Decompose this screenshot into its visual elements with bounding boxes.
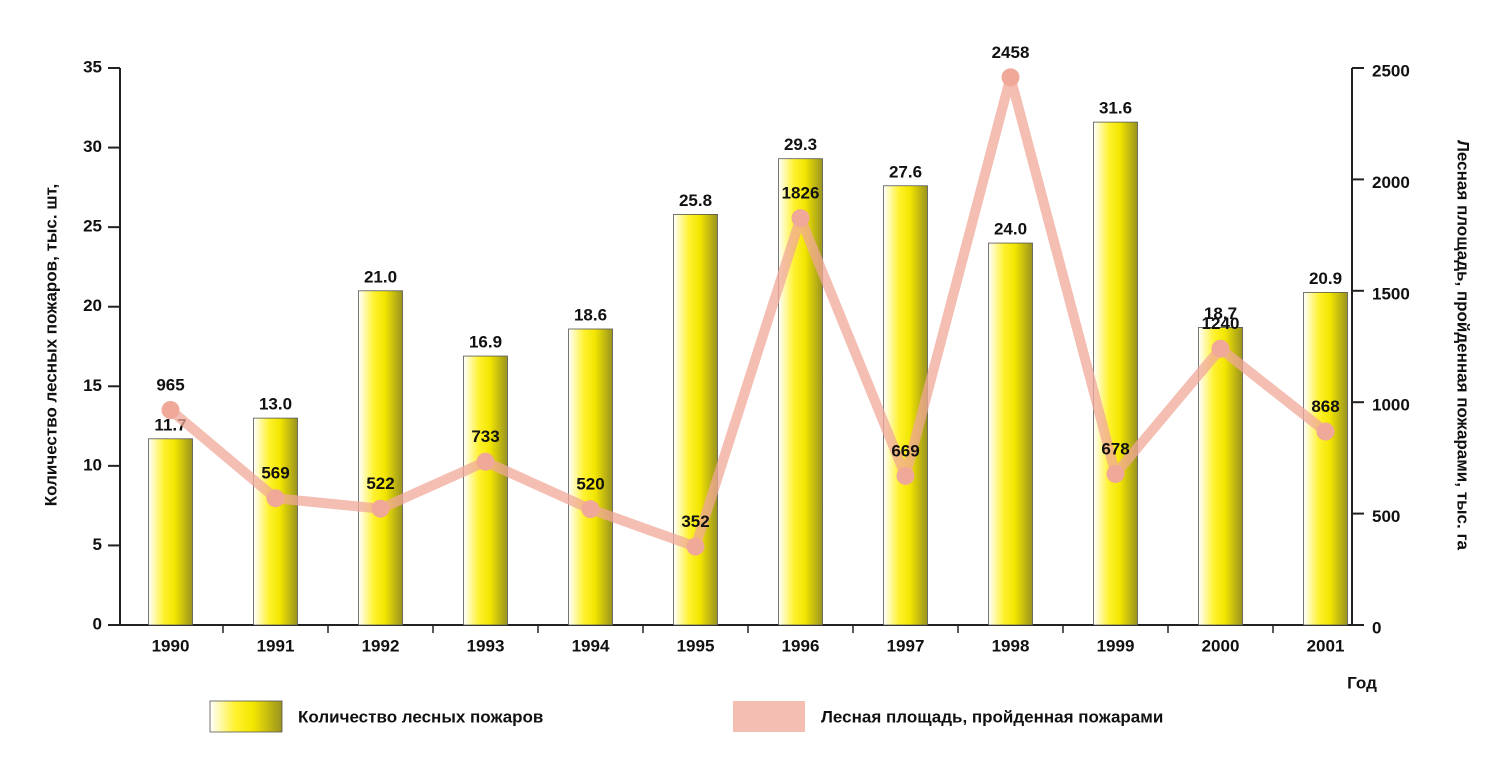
line-marker (1211, 339, 1230, 358)
bar (1303, 291, 1348, 626)
bar (1198, 327, 1243, 626)
x-tick-label: 1990 (152, 636, 190, 655)
bar-value-label: 29.3 (784, 135, 817, 154)
x-tick-label: 1992 (362, 636, 400, 655)
line-value-label: 678 (1101, 439, 1129, 458)
y-tick-label: 20 (83, 296, 102, 315)
bar-value-label: 18.7 (1204, 304, 1237, 323)
x-tick-label: 1993 (467, 636, 505, 655)
line-marker (371, 499, 390, 518)
y2-tick-label: 1500 (1372, 284, 1410, 303)
line-value-label: 965 (156, 375, 184, 394)
y-tick-label: 35 (83, 57, 102, 76)
y2-tick-label: 1000 (1372, 396, 1410, 415)
line-marker (161, 400, 180, 419)
line-value-label: 733 (471, 427, 499, 446)
line-marker (1106, 464, 1125, 483)
line-marker (1316, 422, 1335, 441)
bar (463, 355, 508, 626)
y2-tick-label: 0 (1372, 618, 1381, 637)
bar (148, 438, 193, 626)
bar (778, 158, 823, 626)
y-tick-label: 5 (93, 535, 102, 554)
y-tick-label: 25 (83, 217, 102, 236)
bar (253, 417, 298, 626)
line-marker (581, 500, 600, 519)
line-value-label: 1240 (1202, 314, 1240, 333)
bar-value-label: 20.9 (1309, 269, 1342, 288)
x-tick-label: 1996 (782, 636, 820, 655)
bar (673, 214, 718, 626)
line-marker (686, 537, 705, 556)
legend-swatch (733, 701, 805, 732)
line-marker (791, 209, 810, 228)
line (167, 72, 1329, 552)
x-tick-label: 1995 (677, 636, 715, 655)
y-tick-label: 15 (83, 376, 102, 395)
y-tick-label: 0 (93, 614, 102, 633)
bar-value-label: 24.0 (994, 220, 1027, 239)
bar-value-label: 18.6 (574, 305, 607, 324)
line-value-label: 2458 (992, 43, 1030, 62)
x-tick-label: 1999 (1097, 636, 1135, 655)
line-value-label: 868 (1311, 397, 1339, 416)
y2-tick-label: 2500 (1372, 61, 1410, 80)
legend-label: Лесная площадь, пройденная пожарами (821, 707, 1163, 726)
line-value-label: 522 (366, 474, 394, 493)
x-tick-label: 1997 (887, 636, 925, 655)
line-value-label: 352 (681, 512, 709, 531)
line-marker (1001, 68, 1020, 87)
bar-value-label: 13.0 (259, 395, 292, 414)
line-value-label: 520 (576, 475, 604, 494)
line-value-label: 669 (891, 441, 919, 460)
legend-label: Количество лесных пожаров (298, 707, 543, 726)
x-tick-label: 1991 (257, 636, 295, 655)
bar (568, 328, 613, 626)
x-tick-label: 2000 (1202, 636, 1240, 655)
bar (988, 242, 1033, 626)
line-value-label: 1826 (782, 184, 820, 203)
y-axis-label: Количество лесных пожаров, тыс. шт, (41, 184, 60, 507)
line-value-label: 569 (261, 464, 289, 483)
x-tick-label: 1998 (992, 636, 1030, 655)
line-marker (896, 466, 915, 485)
y2-tick-label: 500 (1372, 507, 1400, 526)
legend-swatch (209, 700, 283, 733)
x-axis-label: Год (1347, 673, 1377, 692)
bar-value-label: 16.9 (469, 333, 502, 352)
x-tick-label: 2001 (1307, 636, 1345, 655)
bar (1093, 121, 1138, 626)
y-tick-label: 10 (83, 455, 102, 474)
y-tick-label: 30 (83, 137, 102, 156)
bar (358, 290, 403, 626)
bar-value-label: 21.0 (364, 267, 397, 286)
y2-axis-label: Лесная площадь, пройденная пожарами, тыс… (1454, 140, 1473, 551)
x-tick-label: 1994 (572, 636, 610, 655)
y2-tick-label: 2000 (1372, 173, 1410, 192)
bar-value-label: 25.8 (679, 191, 712, 210)
bar-value-label: 27.6 (889, 162, 922, 181)
line-marker (476, 452, 495, 471)
line-marker (266, 489, 285, 508)
bar-value-label: 31.6 (1099, 99, 1132, 118)
